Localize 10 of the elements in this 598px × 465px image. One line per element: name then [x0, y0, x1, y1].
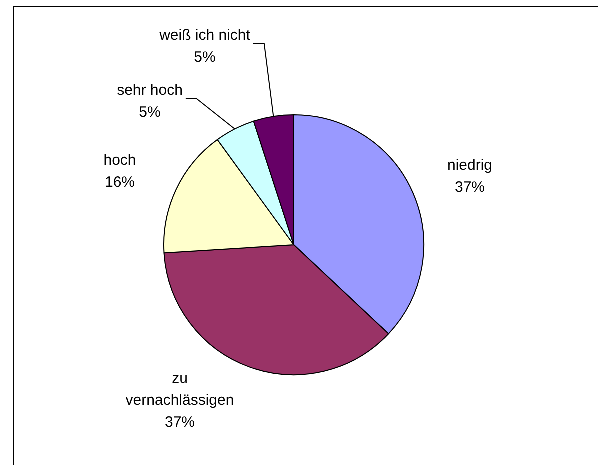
data-label: 16%	[104, 174, 136, 191]
data-label: 5%	[139, 104, 161, 121]
slice-label: zu vernachlässigen	[126, 370, 234, 409]
slice-label: sehr hoch	[117, 82, 183, 99]
data-label: 37%	[164, 414, 196, 431]
data-label: 37%	[454, 179, 486, 196]
slice-label: weiß ich nicht	[158, 27, 252, 44]
slice-label: niedrig	[447, 157, 493, 174]
slice-label: hoch	[104, 152, 136, 169]
data-label: 5%	[194, 49, 216, 66]
